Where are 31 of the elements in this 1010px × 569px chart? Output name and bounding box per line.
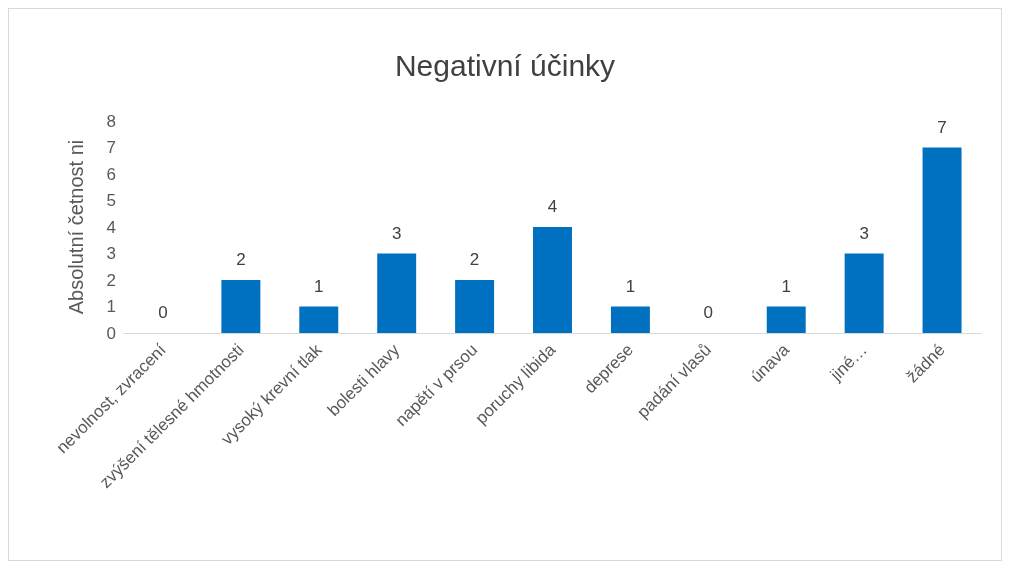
y-tick-label: 5 bbox=[106, 191, 116, 210]
bar bbox=[533, 227, 572, 333]
bar bbox=[299, 306, 339, 333]
y-tick-label: 2 bbox=[106, 270, 116, 290]
data-label: 2 bbox=[236, 250, 246, 269]
y-tick-label: 6 bbox=[106, 164, 116, 184]
y-tick-label: 4 bbox=[106, 217, 116, 237]
data-label: 1 bbox=[781, 276, 791, 296]
bar bbox=[844, 253, 884, 333]
data-label: 7 bbox=[937, 117, 947, 137]
bar bbox=[221, 280, 261, 333]
bar bbox=[377, 253, 417, 333]
data-label: 1 bbox=[625, 276, 636, 296]
chart-title: Negativní účinky bbox=[394, 48, 616, 82]
data-label: 3 bbox=[391, 223, 402, 243]
data-label: 4 bbox=[547, 197, 558, 216]
data-label: 1 bbox=[314, 276, 324, 296]
data-label: 0 bbox=[703, 303, 714, 322]
y-tick-label: 7 bbox=[106, 138, 116, 157]
bar bbox=[766, 306, 806, 333]
y-tick-label: 0 bbox=[106, 323, 116, 343]
bar bbox=[922, 147, 962, 333]
y-tick-label: 1 bbox=[106, 297, 116, 316]
data-label: 2 bbox=[469, 250, 480, 269]
bar bbox=[610, 306, 650, 333]
bar bbox=[455, 280, 495, 333]
data-label: 3 bbox=[859, 223, 869, 243]
y-axis-title: Absolutní četnost ni bbox=[65, 139, 87, 315]
y-tick-label: 3 bbox=[106, 244, 116, 263]
data-label: 0 bbox=[158, 303, 168, 322]
y-tick-label: 8 bbox=[106, 111, 116, 131]
